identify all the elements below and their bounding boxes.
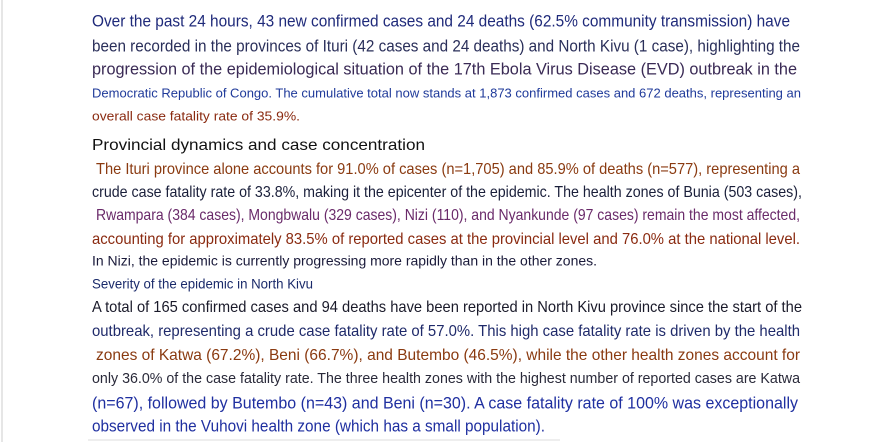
text-line: progression of the epidemiological situa…: [92, 59, 797, 78]
section-heading: Provincial dynamics and case concentrati…: [92, 137, 425, 154]
text-line: been recorded in the provinces of Ituri …: [92, 36, 800, 55]
text-line: accounting for approximately 83.5% of re…: [92, 231, 800, 248]
text-line: The Ituri province alone accounts for 91…: [96, 161, 800, 178]
text-line: zones of Katwa (67.2%), Beni (66.7%), an…: [96, 347, 801, 364]
text-line: overall case fatality rate of 35.9%.: [92, 108, 300, 123]
text-line: In Nizi, the epidemic is currently progr…: [92, 253, 597, 269]
text-line: A total of 165 confirmed cases and 94 de…: [92, 299, 802, 316]
text-line: Over the past 24 hours, 43 new confirmed…: [92, 11, 790, 30]
text-line: Democratic Republic of Congo. The cumula…: [92, 85, 801, 100]
section-heading: Severity of the epidemic in North Kivu: [92, 276, 313, 292]
text-line: only 36.0% of the case fatality rate. Th…: [92, 370, 801, 387]
text-line: (n=67), followed by Butembo (n=43) and B…: [92, 393, 798, 412]
text-line: outbreak, representing a crude case fata…: [92, 323, 800, 340]
text-line: Rwampara (384 cases), Mongbwalu (329 cas…: [96, 207, 800, 224]
text-line: crude case fatality rate of 33.8%, makin…: [92, 184, 802, 201]
text-line: observed in the Vuhovi health zone (whic…: [92, 416, 545, 435]
